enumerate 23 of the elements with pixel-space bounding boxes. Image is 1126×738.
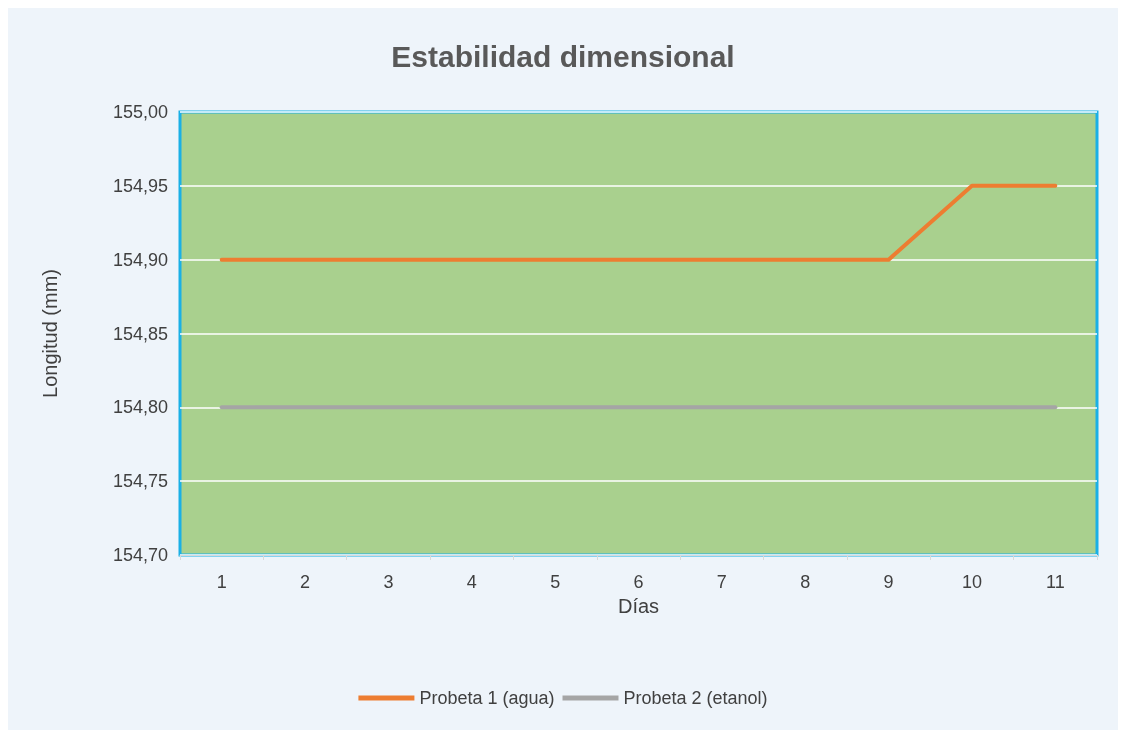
x-tick-label: 7 (716, 572, 727, 592)
x-tick-label: 3 (383, 572, 394, 592)
x-tick-label: 1 (216, 572, 227, 592)
x-axis-title: Días (617, 594, 660, 617)
x-tick-label: 8 (800, 572, 811, 592)
chart-title: Estabilidad dimensional (391, 39, 735, 73)
legend-label: Probeta 1 (agua) (419, 688, 555, 708)
x-tick-label: 11 (1045, 572, 1065, 592)
y-tick-label: 154,95 (112, 175, 168, 196)
y-tick-label: 155,00 (112, 102, 168, 122)
x-tick-label: 10 (961, 572, 982, 592)
y-tick-label: 154,75 (112, 471, 168, 492)
y-tick-label: 154,70 (112, 545, 168, 565)
x-tick-label: 9 (883, 572, 894, 592)
x-tick-label: 4 (466, 572, 477, 592)
y-axis-title: Longitud (mm) (39, 269, 61, 398)
x-tick-label: 5 (550, 572, 561, 592)
y-tick-label: 154,80 (112, 397, 168, 418)
x-tick-label: 6 (633, 572, 644, 592)
y-tick-label: 154,90 (112, 249, 168, 270)
y-tick-label: 154,85 (112, 323, 168, 344)
x-tick-label: 2 (300, 572, 311, 592)
legend-label: Probeta 2 (etanol) (623, 688, 768, 708)
